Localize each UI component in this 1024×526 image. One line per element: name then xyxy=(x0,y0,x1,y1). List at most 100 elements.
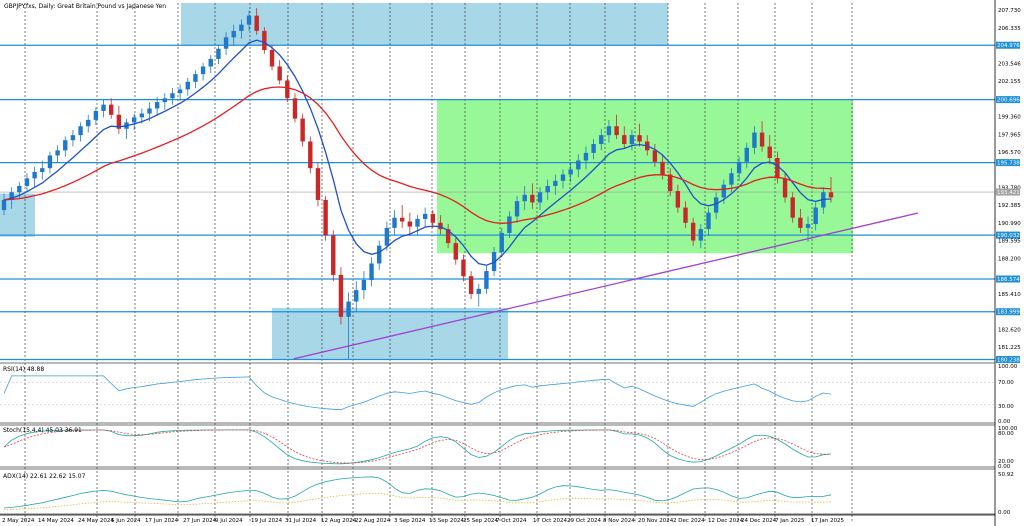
candle-body xyxy=(499,232,504,253)
candle-body xyxy=(254,15,259,31)
candle-body xyxy=(614,126,619,136)
candle-body xyxy=(430,213,436,223)
candle-body xyxy=(514,201,520,217)
date-tick-label: 22 Aug 2024 xyxy=(355,518,391,524)
candle-body xyxy=(675,191,681,208)
candle-body xyxy=(277,66,282,81)
candle-body xyxy=(476,288,481,294)
price-tick-label: 190.990 xyxy=(998,221,1021,227)
candle-body xyxy=(629,135,635,145)
candle-body xyxy=(522,194,527,202)
candle-body xyxy=(292,98,298,119)
candle-body xyxy=(553,180,558,186)
date-tick-label: 19 Jul 2024 xyxy=(251,518,283,524)
candle-body xyxy=(384,227,390,246)
candle-body xyxy=(63,140,68,151)
indicator-tick-label: 20.00 xyxy=(998,459,1014,465)
indicator-tick-label: 100.00 xyxy=(998,364,1018,370)
candle-body xyxy=(346,301,351,317)
level-tag xyxy=(996,231,1020,239)
vertical-grid xyxy=(24,3,853,522)
candle-body xyxy=(223,37,229,49)
candle-body xyxy=(47,155,53,169)
candle-body xyxy=(560,174,566,181)
price-tick-label: 196.570 xyxy=(998,150,1021,156)
candle-body xyxy=(1,199,7,211)
slow-ma-line xyxy=(3,86,832,224)
indicator-tick-label: 70.00 xyxy=(998,380,1014,386)
date-tick-label: 31 Jul 2024 xyxy=(285,518,317,524)
level-tag xyxy=(996,356,1020,364)
price-tick-label: 188.200 xyxy=(998,256,1021,262)
candle-body xyxy=(606,126,612,136)
level-tag xyxy=(996,188,1020,196)
candle-body xyxy=(813,207,818,225)
candle-body xyxy=(622,135,627,145)
rsi-label: RSI(14) 48.88 xyxy=(3,366,44,373)
adx-label: ADX(14) 22.61 22.62 15.07 xyxy=(3,473,86,480)
date-tick-label: 25 Sep 2024 xyxy=(463,518,498,524)
fast-ma-line xyxy=(3,39,832,266)
trendline[interactable] xyxy=(293,212,919,360)
date-tick-label: 27 Jun 2024 xyxy=(183,518,217,524)
indicator-tick-label: 0.00 xyxy=(998,464,1011,470)
zones xyxy=(0,3,853,360)
indicator-panes xyxy=(0,362,995,515)
date-tick-label: 24 May 2024 xyxy=(78,518,114,524)
candle-body xyxy=(185,81,190,90)
candle-body xyxy=(729,173,734,185)
level-tag-label: 190.032 xyxy=(997,233,1020,239)
candle-body xyxy=(690,222,696,241)
candle-body xyxy=(507,216,512,233)
date-tick-label: 3 Sep 2024 xyxy=(394,518,426,524)
candle-body xyxy=(200,66,206,75)
candle-body xyxy=(752,132,757,148)
level-tag xyxy=(996,275,1020,283)
candle-body xyxy=(154,102,160,109)
indicator-tick-label: 30.00 xyxy=(998,404,1014,410)
candle-body xyxy=(216,48,221,59)
candle-body xyxy=(422,213,428,219)
candle-body xyxy=(86,119,91,127)
candle-body xyxy=(208,58,213,67)
candle-body xyxy=(369,263,374,280)
date-tick-label: 2 Dec 2024 xyxy=(673,518,705,524)
date-tick-label: 24 Dec 2024 xyxy=(741,518,777,524)
candle-body xyxy=(759,132,765,147)
candle-body xyxy=(269,50,275,67)
candle-body xyxy=(545,185,550,193)
date-tick-label: 14 May 2024 xyxy=(38,518,74,524)
candle-body xyxy=(461,259,466,277)
date-tick-label: 7 Oct 2024 xyxy=(496,518,527,524)
candle-body xyxy=(116,114,122,129)
date-tick-label: 12 Aug 2024 xyxy=(321,518,357,524)
symbol-label: GBPJPY.fxs, Daily: Great Britain Pound v… xyxy=(4,3,166,10)
price-tick-label: 202.155 xyxy=(998,79,1021,85)
candle-body xyxy=(315,168,321,200)
stoch-label: Stoch(15,4,4) 45.03 36.91 xyxy=(3,427,82,434)
adx-line xyxy=(3,476,832,509)
candle-body xyxy=(744,147,749,162)
candle-body xyxy=(32,171,37,179)
candle-body xyxy=(599,135,604,145)
candle-body xyxy=(331,235,336,275)
candle-body xyxy=(101,104,106,111)
date-tick-label: 7 Jan 2025 xyxy=(775,518,805,524)
price-tick-label: 206.335 xyxy=(998,26,1021,32)
price-tick-label: 189.595 xyxy=(998,239,1021,245)
price-tick-label: 185.410 xyxy=(998,292,1021,298)
candle-body xyxy=(660,161,665,175)
indicator-tick-label: 100.00 xyxy=(998,426,1018,432)
candle-body xyxy=(361,279,367,291)
level-tag-label: 200.696 xyxy=(997,98,1020,104)
price-tick-label: 207.730 xyxy=(998,8,1021,14)
price-axis: 207.730 206.335 203.546 202.155 199.360 197.9… xyxy=(994,0,1021,526)
candle-body xyxy=(93,110,99,120)
level-tag xyxy=(996,159,1020,167)
price-tick-label: 193.780 xyxy=(998,185,1021,191)
candle-body xyxy=(131,117,137,123)
level-tag-label: 180.238 xyxy=(997,358,1020,364)
candle-body xyxy=(354,290,359,302)
